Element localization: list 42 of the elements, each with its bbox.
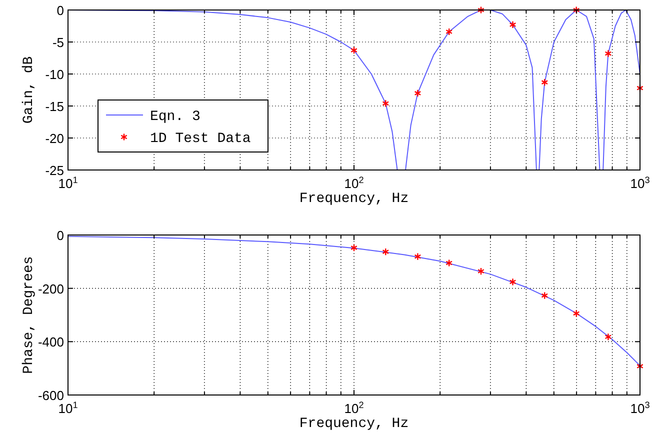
- y-tick-label: -20: [45, 131, 64, 146]
- point: [382, 100, 390, 108]
- point: [541, 292, 548, 300]
- point: [446, 28, 453, 36]
- point: [509, 278, 516, 286]
- point: [572, 310, 580, 318]
- y-tick-label: -10: [45, 67, 64, 82]
- y-tick-label: -400: [38, 334, 64, 350]
- y-axis-title: Gain, dB: [21, 56, 37, 124]
- point: [446, 259, 453, 267]
- x-tick-label: 10$^{1}$: [58, 400, 78, 416]
- y-tick-label: -200: [38, 281, 64, 296]
- x-tick-label: 10$^{3}$: [630, 175, 650, 191]
- y-tick-label: -5: [52, 35, 64, 50]
- y-axis-title: Phase, Degrees: [21, 256, 37, 374]
- y-tick-label: -600: [38, 388, 64, 403]
- point: [541, 78, 548, 86]
- legend-label: Eqn. 3: [150, 109, 200, 125]
- point: [350, 244, 358, 252]
- point: [604, 332, 612, 341]
- y-tick-label: 0: [56, 3, 64, 18]
- point: [572, 6, 580, 14]
- point: [414, 89, 422, 98]
- y-tick-label: -15: [45, 99, 64, 114]
- legend-label: 1D Test Data: [150, 131, 251, 147]
- x-axis-title: Frequency, Hz: [299, 191, 409, 207]
- point: [636, 84, 644, 92]
- x-tick-label: 10$^{3}$: [630, 400, 650, 416]
- point: [509, 20, 516, 29]
- y-tick-label: 0: [56, 228, 64, 243]
- y-tick-label: -25: [45, 163, 64, 178]
- point: [478, 6, 484, 14]
- point: [636, 362, 644, 370]
- x-tick-label: 10$^{1}$: [58, 175, 78, 191]
- x-axis-title: Frequency, Hz: [299, 416, 409, 432]
- point: [382, 248, 390, 256]
- point: [414, 252, 422, 260]
- x-tick-label: 10$^{2}$: [344, 400, 364, 416]
- point: [350, 46, 358, 54]
- point: [604, 50, 612, 58]
- point: [478, 267, 484, 276]
- x-tick-label: 10$^{2}$: [344, 175, 364, 191]
